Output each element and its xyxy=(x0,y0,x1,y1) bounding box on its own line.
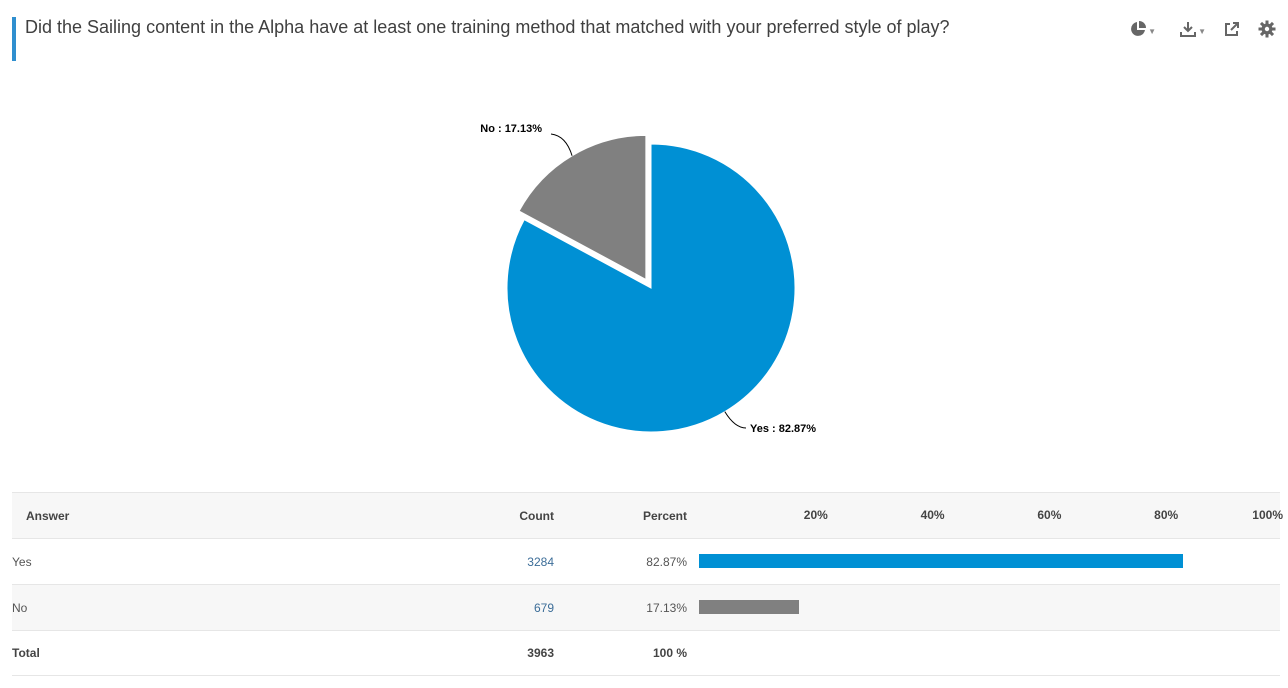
results-table: Answer Count Percent 20% 40% 60% 80% 100% Ye… xyxy=(12,492,1283,676)
pie-chart-svg: Yes : 82.87% No : 17.13% xyxy=(480,123,816,435)
bar-track xyxy=(687,585,1280,630)
total-row: Total 3963 100 % xyxy=(12,630,1280,676)
share-icon xyxy=(1225,22,1239,36)
header-answer: Answer xyxy=(26,508,70,523)
axis-tick-label: 20% xyxy=(803,508,828,522)
percent-cell: 82.87% xyxy=(646,554,687,569)
axis-tick-label: 60% xyxy=(1037,508,1062,522)
chart-toolbar: ▼ ▼ xyxy=(1130,18,1276,40)
share-button[interactable] xyxy=(1224,18,1240,40)
bar-no xyxy=(699,600,800,614)
table-header-row: Answer Count Percent 20% 40% 60% 80% 100% xyxy=(12,492,1283,539)
download-icon xyxy=(1180,22,1197,37)
pie-label-no: No : 17.13% xyxy=(480,123,542,135)
total-label: Total xyxy=(12,646,40,660)
bar-yes xyxy=(699,554,1183,568)
header-count: Count xyxy=(519,508,554,523)
pie-label-connector xyxy=(724,411,747,429)
count-link[interactable]: 3284 xyxy=(527,554,554,569)
gear-icon xyxy=(1258,20,1276,38)
download-button[interactable]: ▼ xyxy=(1180,18,1206,40)
chevron-down-icon: ▼ xyxy=(1198,26,1206,36)
table-row: No 679 17.13% xyxy=(12,584,1280,631)
answer-cell: No xyxy=(12,600,28,615)
pie-label-yes: Yes : 82.87% xyxy=(750,423,816,435)
question-header: Did the Sailing content in the Alpha hav… xyxy=(12,16,1282,62)
table-row: Yes 3284 82.87% xyxy=(12,538,1280,585)
total-count: 3963 xyxy=(527,646,554,660)
pie-slice-no[interactable] xyxy=(518,134,647,281)
bar-track xyxy=(687,539,1280,584)
bar-cell xyxy=(687,539,1280,585)
header-percent: Percent xyxy=(642,508,687,523)
pie-chart: Yes : 82.87% No : 17.13% xyxy=(0,80,1288,480)
settings-button[interactable] xyxy=(1258,18,1276,40)
pie-label-connector xyxy=(550,133,573,156)
bar-cell xyxy=(687,585,1280,631)
total-percent: 100 % xyxy=(652,646,687,660)
total-empty xyxy=(687,631,1280,676)
accent-bar xyxy=(12,17,16,61)
chevron-down-icon: ▼ xyxy=(1148,26,1157,36)
count-link[interactable]: 679 xyxy=(533,600,554,615)
axis-tick-label: 100% xyxy=(1252,508,1283,522)
pie-slice-yes[interactable] xyxy=(506,143,796,433)
chart-type-button[interactable]: ▼ xyxy=(1130,18,1156,40)
axis-tick-label: 80% xyxy=(1154,508,1179,522)
pie-chart-icon xyxy=(1131,21,1147,36)
axis-tick-label: 40% xyxy=(920,508,945,522)
question-title: Did the Sailing content in the Alpha hav… xyxy=(25,17,950,37)
bar-axis-header: 20% 40% 60% 80% 100% xyxy=(687,493,1283,539)
answer-cell: Yes xyxy=(12,554,32,569)
axis-ticks: 20% 40% 60% 80% 100% xyxy=(687,493,1283,538)
percent-cell: 17.13% xyxy=(646,600,687,615)
